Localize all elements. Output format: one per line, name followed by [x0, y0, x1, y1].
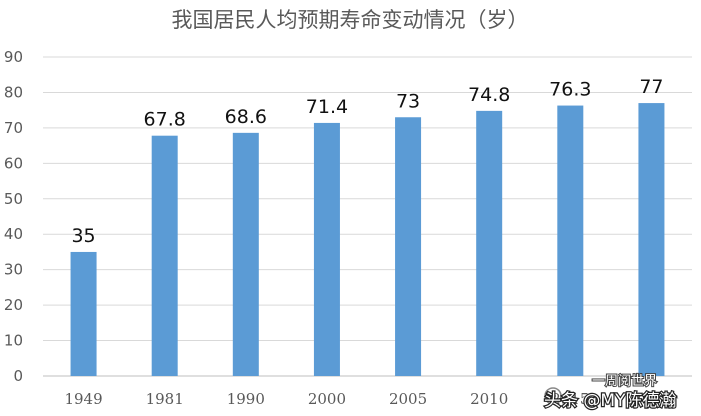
- x-tick-label-2005: 2005: [389, 390, 427, 408]
- bar-2005: [395, 117, 422, 376]
- y-tick-label: 20: [4, 296, 23, 314]
- y-tick-label: 50: [4, 190, 23, 208]
- data-label-1990: 68.6: [225, 106, 267, 128]
- y-tick-label: 80: [4, 83, 23, 101]
- x-tick-label-2000: 2000: [308, 390, 346, 408]
- x-tick-label-1981: 1981: [146, 390, 184, 408]
- bar-1981: [151, 135, 178, 376]
- y-axis-ticks: 0 10 20 30 40 50 60 70 80 90: [4, 48, 23, 385]
- x-tick-label-2018: 2018: [632, 390, 670, 408]
- x-tick-label-1990: 1990: [227, 390, 265, 408]
- y-tick-label: 90: [4, 48, 23, 66]
- data-label-2005: 73: [396, 90, 420, 112]
- data-label-2010: 74.8: [468, 84, 510, 106]
- chart-title: 我国居民人均预期寿命变动情况（岁）: [172, 8, 529, 32]
- watermark: 一周阅世界 头条 @MY陈德瀚: [543, 373, 678, 412]
- watermark-line-2: 头条 @MY陈德瀚: [544, 391, 676, 411]
- data-labels: 35 67.8 68.6 71.4 73 74.8 76.3 77: [71, 76, 663, 247]
- y-tick-label: 70: [4, 119, 23, 137]
- data-label-2000: 71.4: [306, 96, 348, 118]
- watermark-line-1: 一周阅世界: [592, 374, 657, 389]
- y-tick-label: 30: [4, 261, 23, 279]
- bar-2000: [313, 122, 340, 376]
- data-label-2018: 77: [639, 76, 663, 98]
- y-tick-label: 40: [4, 225, 23, 243]
- bar-2010: [476, 110, 503, 377]
- y-tick-label: 0: [13, 367, 23, 385]
- y-tick-label: 10: [4, 332, 23, 350]
- x-axis-ticks: 1949 1981 1990 2000 2005 2010 2015 2018: [64, 390, 670, 408]
- gridlines: [43, 56, 692, 377]
- data-label-1949: 35: [71, 225, 95, 247]
- bars: [70, 103, 665, 377]
- x-tick-label-2010: 2010: [470, 390, 508, 408]
- data-label-2015: 76.3: [549, 79, 591, 101]
- bar-2015: [557, 105, 584, 376]
- bar-1990: [232, 132, 259, 376]
- data-label-1981: 67.8: [144, 109, 186, 131]
- x-tick-label-1949: 1949: [64, 390, 102, 408]
- watermark-logo-icon: [544, 387, 562, 405]
- bar-2018: [638, 103, 665, 377]
- bar-1949: [70, 251, 97, 376]
- y-tick-label: 60: [4, 154, 23, 172]
